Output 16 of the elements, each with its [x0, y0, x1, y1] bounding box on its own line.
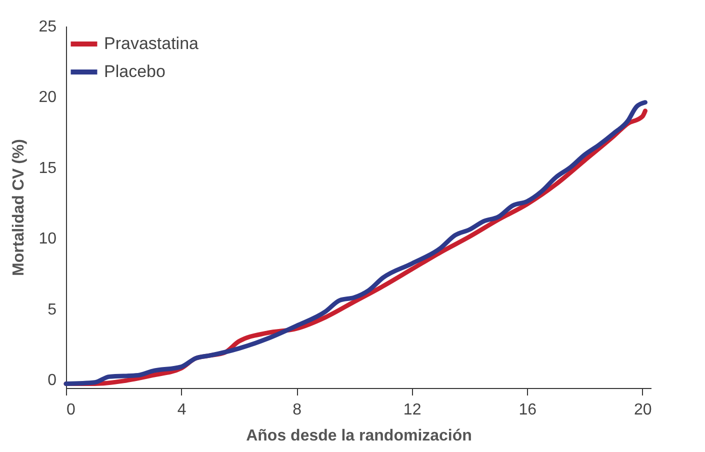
y-tick-label: 25 — [38, 18, 57, 36]
y-tick-label: 0 — [48, 372, 57, 390]
y-tick-label: 5 — [48, 301, 57, 318]
legend-label: Placebo — [104, 62, 166, 81]
y-tick-label: 15 — [38, 160, 57, 177]
x-tick-label: 12 — [403, 402, 422, 418]
x-tick-label: 4 — [177, 402, 186, 418]
x-tick-label: 20 — [634, 402, 652, 418]
y-tick-label: 10 — [38, 230, 57, 248]
x-axis-title: Años desde la randomización — [246, 428, 472, 444]
x-tick-label: 0 — [66, 402, 76, 418]
y-axis-title: Mortalidad CV (%) — [10, 139, 28, 276]
legend-label: Pravastatina — [104, 34, 200, 53]
x-tick-label: 16 — [518, 402, 537, 418]
x-tick-label: 8 — [292, 402, 302, 418]
y-tick-label: 20 — [38, 89, 57, 106]
